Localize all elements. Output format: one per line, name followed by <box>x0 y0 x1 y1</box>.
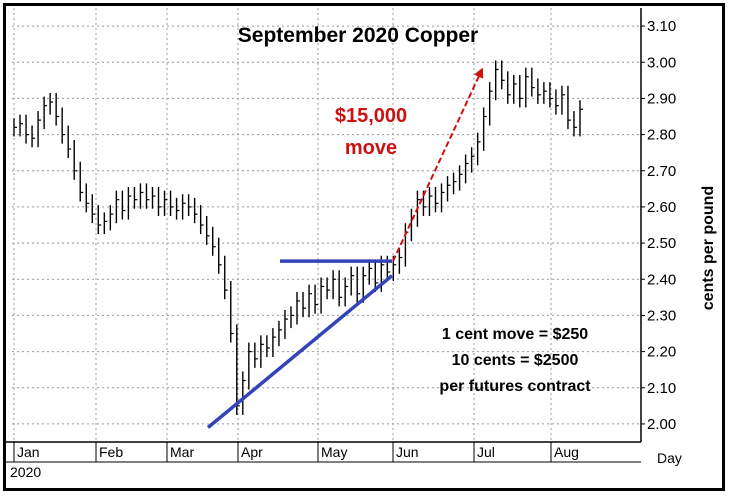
y-tick-label: 2.50 <box>647 235 676 252</box>
month-label-mar: Mar <box>170 444 194 460</box>
annotation-move-word: move <box>345 137 397 159</box>
annotation-ten-cents: 10 cents = $2500 <box>452 352 579 369</box>
month-label-apr: Apr <box>241 444 263 460</box>
month-label-jan: Jan <box>17 444 40 460</box>
y-tick-label: 2.00 <box>647 416 676 433</box>
x-axis-months: Jan Feb Mar Apr May Jun Jul Aug <box>13 442 579 462</box>
month-label-jul: Jul <box>477 444 495 460</box>
price-bars <box>13 60 583 415</box>
y-tick-label: 2.70 <box>647 163 676 180</box>
y-axis-label: cents per pound <box>700 186 717 310</box>
support-trend-line <box>206 274 394 429</box>
trend-lines <box>206 67 484 429</box>
annotation-move-amount: $15,000 <box>335 105 407 127</box>
grid-lines <box>12 8 641 442</box>
annotation-contract: per futures contract <box>439 378 591 395</box>
year-label: 2020 <box>10 464 41 480</box>
y-tick-label: 2.60 <box>647 199 676 216</box>
y-tick-label: 2.20 <box>647 344 676 361</box>
y-tick-label: 2.40 <box>647 271 676 288</box>
breakout-arrow <box>392 67 484 262</box>
y-tick-label: 2.10 <box>647 380 676 397</box>
annotation-cent-value: 1 cent move = $250 <box>442 326 588 343</box>
y-tick-label: 3.00 <box>647 54 676 71</box>
chart-frame <box>3 3 725 491</box>
month-label-feb: Feb <box>99 444 123 460</box>
x-axis-label: Day <box>657 450 682 466</box>
month-label-aug: Aug <box>554 444 579 460</box>
chart-title: September 2020 Copper <box>238 24 478 47</box>
y-tick-label: 2.30 <box>647 307 676 324</box>
month-label-may: May <box>321 444 347 460</box>
y-tick-label: 3.10 <box>647 18 676 35</box>
y-axis-ticks: 3.10 3.00 2.90 2.80 2.70 2.60 2.50 2.40 2.30 2.20… <box>641 18 676 433</box>
y-tick-label: 2.80 <box>647 127 676 144</box>
y-tick-label: 2.90 <box>647 90 676 107</box>
month-label-jun: Jun <box>396 444 419 460</box>
